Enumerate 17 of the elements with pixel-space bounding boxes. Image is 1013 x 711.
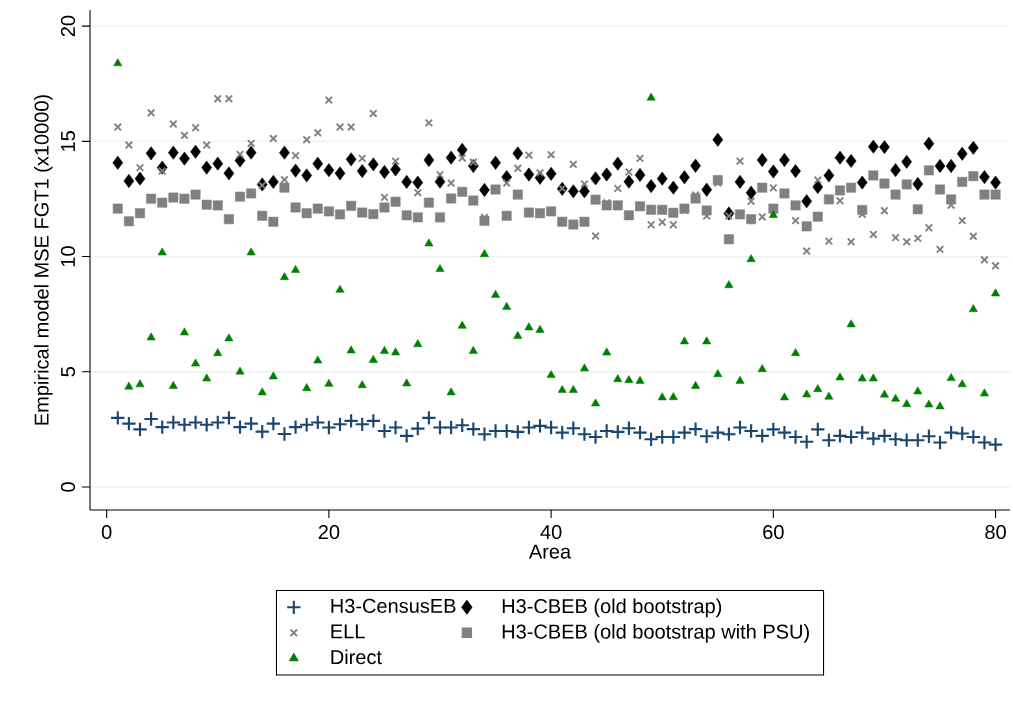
x-tick-label: 80 <box>985 524 1006 540</box>
x-tick-label: 60 <box>763 524 784 540</box>
x-tick-label: 40 <box>540 524 562 540</box>
legend-label: H3-CBEB (old bootstrap with PSU) <box>502 624 809 643</box>
y-tick-label: 15 <box>61 131 76 151</box>
legend-label: H3-CensusEB <box>331 598 456 613</box>
y-axis-title: Empirical model MSE FGT1 (x10000) <box>34 95 53 425</box>
y-tick-label: 20 <box>60 15 76 37</box>
legend-label: ELL <box>331 624 365 639</box>
legend-label: Direct <box>331 649 382 665</box>
x-tick-label: 0 <box>101 524 112 540</box>
legend-label: H3-CBEB (old bootstrap) <box>502 598 722 618</box>
y-tick-label: 10 <box>60 246 76 267</box>
y-tick-label: 0 <box>60 482 76 492</box>
x-tick-label: 20 <box>318 524 340 540</box>
x-axis-title: Area <box>528 544 572 559</box>
y-tick-label: 5 <box>61 367 76 377</box>
